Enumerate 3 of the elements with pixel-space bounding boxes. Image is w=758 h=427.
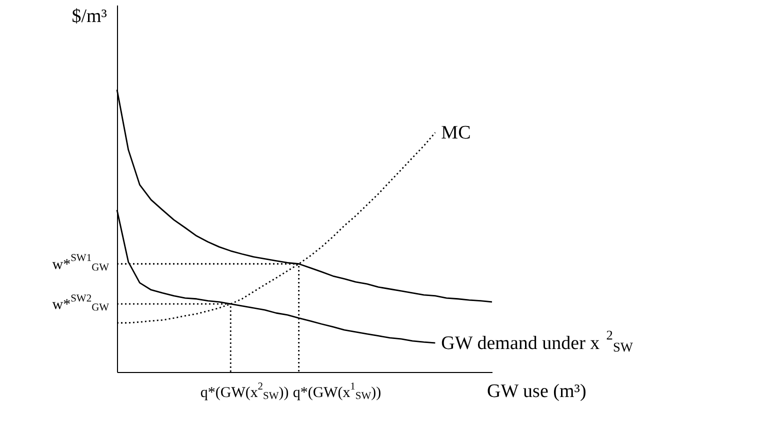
y-axis-title: $/m³ xyxy=(72,6,108,27)
series-label: MC xyxy=(441,122,471,144)
x-axis-title: GW use (m³) xyxy=(487,381,586,402)
